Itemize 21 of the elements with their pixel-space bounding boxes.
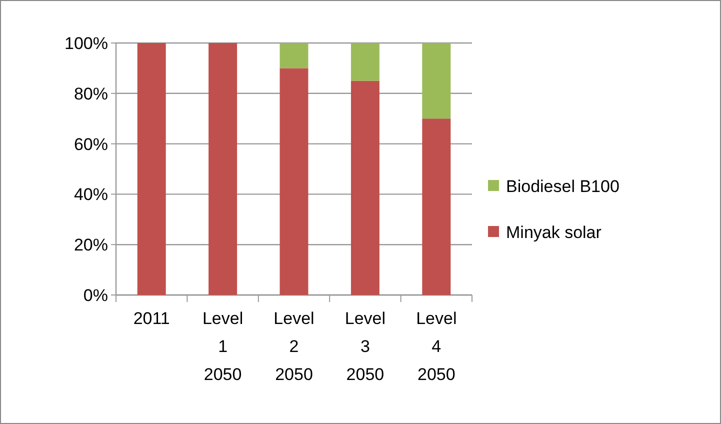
bar xyxy=(350,43,380,81)
y-tick-label: 80% xyxy=(74,84,108,104)
bar xyxy=(208,43,238,295)
bar xyxy=(280,68,308,295)
bar xyxy=(350,80,380,295)
y-tick-label: 100% xyxy=(64,34,108,53)
x-tick-label: Level 1 2050 xyxy=(202,309,244,384)
bar xyxy=(422,43,451,119)
x-tick-label: Level 3 2050 xyxy=(344,309,386,384)
x-tick-label: 2011 xyxy=(133,309,170,328)
bar xyxy=(422,118,451,295)
x-tick-label: Level 4 2050 xyxy=(416,309,457,384)
legend-label: Minyak solar xyxy=(506,222,602,242)
x-tick-label: Level 2 2050 xyxy=(274,309,314,384)
bar xyxy=(280,43,308,68)
y-tick-label: 20% xyxy=(74,236,108,255)
y-tick-label: 0% xyxy=(83,286,108,305)
y-tick-label: 40% xyxy=(74,185,108,204)
bar xyxy=(137,43,166,295)
y-tick-label: 60% xyxy=(74,134,108,154)
legend-label: Biodiesel B100 xyxy=(506,176,620,196)
